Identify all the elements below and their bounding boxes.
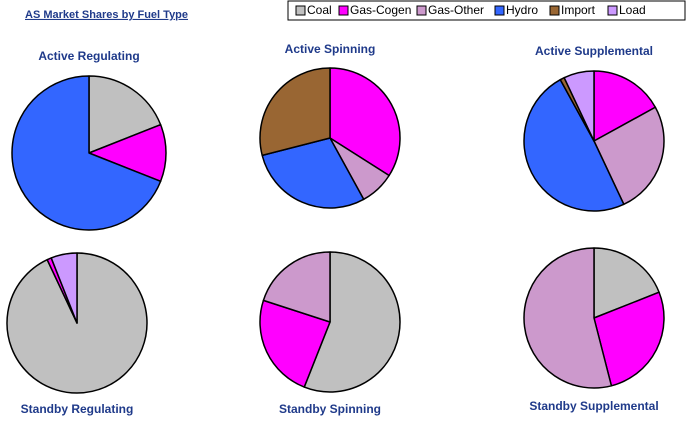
- pie-slice: [523, 78, 625, 212]
- legend-label: Import: [561, 3, 596, 17]
- pie-slice: [523, 247, 613, 389]
- pie-slice: [50, 252, 78, 324]
- pie-slice: [563, 70, 595, 142]
- pie-slice: [593, 291, 665, 387]
- pie-slice: [303, 251, 401, 393]
- legend-swatch: [295, 5, 306, 16]
- pie-slice: [88, 75, 162, 154]
- legend-label: Coal: [307, 3, 332, 17]
- legend-label: Gas-Cogen: [350, 3, 411, 17]
- pie-slice: [593, 70, 657, 142]
- pie-slice: [11, 75, 162, 231]
- pie-title: Active Regulating: [38, 49, 139, 63]
- pie-slice: [262, 251, 331, 323]
- pie-slice: [259, 299, 331, 388]
- pie-slice: [259, 67, 331, 157]
- pie-title: Active Supplemental: [535, 44, 653, 58]
- pie-title: Standby Spinning: [279, 402, 381, 416]
- pie-title: Active Spinning: [285, 42, 376, 56]
- legend-label: Load: [619, 3, 646, 17]
- legend-swatch: [549, 5, 560, 16]
- legend-swatch: [416, 5, 427, 16]
- pie-slice: [261, 137, 365, 209]
- pie-title: Standby Supplemental: [529, 399, 658, 413]
- pie-title: Standby Regulating: [21, 402, 134, 416]
- chart-title: AS Market Shares by Fuel Type: [25, 9, 188, 21]
- legend-label: Gas-Other: [428, 3, 484, 17]
- legend-box: [287, 0, 686, 21]
- pie-slice: [593, 247, 660, 319]
- legend-swatch: [338, 5, 349, 16]
- legend-label: Hydro: [506, 3, 538, 17]
- legend-swatch: [494, 5, 505, 16]
- legend-swatch: [607, 5, 618, 16]
- pie-slice: [593, 106, 665, 206]
